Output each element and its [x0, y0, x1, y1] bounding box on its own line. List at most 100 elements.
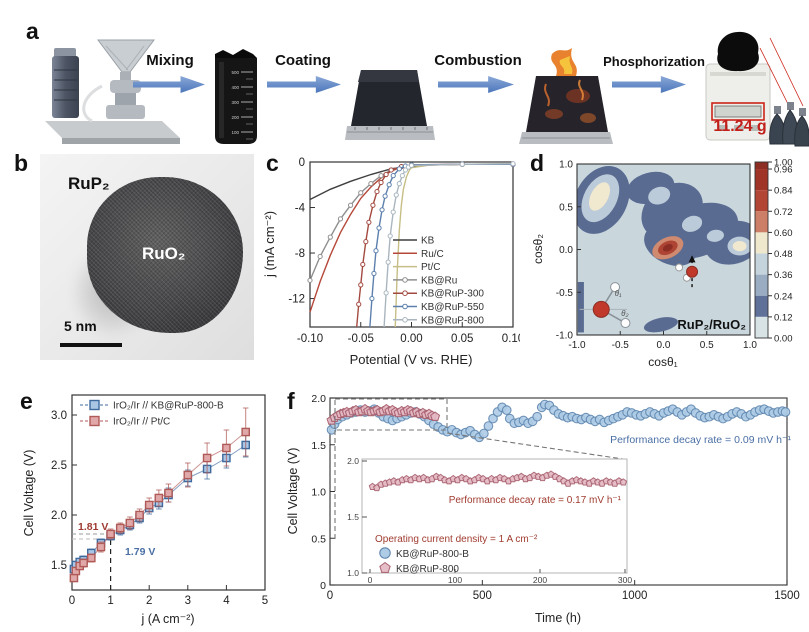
svg-text:KB@RuP-800: KB@RuP-800 [396, 564, 459, 575]
svg-text:KB@RuP-300: KB@RuP-300 [421, 289, 484, 300]
svg-text:0.10: 0.10 [502, 333, 520, 345]
svg-text:0.05: 0.05 [451, 333, 473, 345]
svg-text:Performance decay rate = 0.09: Performance decay rate = 0.09 mV h⁻¹ [610, 434, 791, 446]
svg-text:0: 0 [320, 580, 326, 592]
svg-text:Cell Voltage (V): Cell Voltage (V) [22, 450, 36, 537]
step-label-phosphorization: Phosphorization [603, 54, 705, 69]
tem-image: RuP₂ RuO₂ 5 nm [40, 154, 254, 360]
svg-text:0.48: 0.48 [774, 249, 793, 260]
svg-text:0.00: 0.00 [400, 333, 422, 345]
svg-text:300: 300 [618, 575, 632, 585]
svg-text:θ₁: θ₁ [615, 289, 622, 298]
arrow-right-icon [267, 76, 341, 93]
svg-text:1: 1 [107, 595, 113, 607]
svg-text:500: 500 [473, 590, 492, 602]
slurry-beaker-photo: 500 400 300 200 100 [215, 49, 257, 144]
balance-photo [705, 31, 809, 147]
arrow-right-icon [612, 76, 686, 93]
panel-d-label: d [530, 150, 545, 176]
svg-text:1.5: 1.5 [51, 560, 67, 572]
svg-text:100: 100 [231, 130, 239, 135]
svg-text:-1.0: -1.0 [556, 331, 574, 342]
svg-text:1.79 V: 1.79 V [125, 546, 155, 558]
svg-text:Potential (V vs. RHE): Potential (V vs. RHE) [350, 352, 473, 367]
panel-b-label: b [14, 150, 29, 176]
svg-text:500: 500 [231, 70, 239, 75]
svg-text:θ₂: θ₂ [621, 309, 628, 318]
svg-text:0.96: 0.96 [774, 165, 793, 176]
panel-e-label: e [20, 388, 33, 414]
ruo2-label: RuO₂ [142, 244, 186, 263]
step-label-combustion: Combustion [434, 52, 522, 69]
svg-text:200: 200 [533, 575, 547, 585]
coated-sheet-photo [345, 70, 435, 140]
svg-text:4: 4 [223, 595, 230, 607]
svg-text:1.0: 1.0 [559, 160, 573, 171]
rup2-label: RuP₂ [68, 174, 110, 193]
svg-text:0.00: 0.00 [774, 334, 793, 345]
panel-a-label: a [26, 18, 39, 44]
svg-text:-0.5: -0.5 [612, 340, 630, 351]
svg-text:300: 300 [231, 100, 239, 105]
svg-text:1500: 1500 [774, 590, 800, 602]
svg-text:100: 100 [448, 575, 462, 585]
svg-text:0.60: 0.60 [774, 228, 793, 239]
svg-text:0.84: 0.84 [774, 186, 793, 197]
panel-c-chart: -0.10 -0.05 0.00 0.05 0.10 0 -4 -8 -12 Potential … [262, 157, 520, 367]
svg-text:-8: -8 [295, 248, 305, 260]
svg-text:Cell Voltage (V): Cell Voltage (V) [286, 448, 300, 535]
svg-text:IrO₂/Ir // Pt/C: IrO₂/Ir // Pt/C [113, 417, 170, 428]
svg-text:0.0: 0.0 [559, 245, 573, 256]
svg-text:0.0: 0.0 [657, 340, 671, 351]
svg-text:1.81 V: 1.81 V [78, 521, 108, 533]
svg-text:0: 0 [368, 575, 373, 585]
svg-text:0.12: 0.12 [774, 312, 793, 323]
svg-text:cosθ₂: cosθ₂ [531, 234, 545, 264]
panel-e-chart: 0 1 2 3 4 5 1.5 2.0 2.5 3.0 j (A cm⁻²) Cell Voltage… [22, 394, 268, 626]
svg-text:Ru/C: Ru/C [421, 249, 444, 260]
svg-text:-0.05: -0.05 [348, 333, 374, 345]
svg-text:3.0: 3.0 [51, 410, 67, 422]
svg-text:5: 5 [262, 595, 268, 607]
svg-text:400: 400 [231, 85, 239, 90]
svg-text:2.0: 2.0 [51, 510, 67, 522]
svg-text:1.0: 1.0 [347, 568, 359, 578]
svg-text:0: 0 [69, 595, 75, 607]
svg-text:0.5: 0.5 [700, 340, 714, 351]
svg-text:-4: -4 [295, 203, 306, 215]
svg-text:0.24: 0.24 [774, 291, 793, 302]
svg-text:1000: 1000 [622, 590, 648, 602]
svg-text:KB@RuP-800-B: KB@RuP-800-B [396, 549, 469, 560]
scalebar-label: 5 nm [64, 318, 97, 334]
svg-text:2.0: 2.0 [311, 393, 326, 405]
svg-text:1.5: 1.5 [347, 512, 359, 522]
svg-text:2.0: 2.0 [347, 456, 359, 466]
svg-text:0.5: 0.5 [559, 202, 573, 213]
step-label-mixing: Mixing [146, 52, 194, 69]
svg-text:KB@Ru: KB@Ru [421, 275, 457, 286]
mass-value: 11.24 g [713, 118, 767, 135]
combustion-photo [519, 48, 613, 144]
svg-text:-0.5: -0.5 [556, 288, 574, 299]
tem-particle [87, 177, 243, 333]
svg-text:0.36: 0.36 [774, 270, 793, 281]
svg-text:1.0: 1.0 [743, 340, 757, 351]
svg-text:0: 0 [327, 590, 333, 602]
beaker-graduations: 500 400 300 200 100 [231, 70, 253, 140]
svg-text:-12: -12 [288, 294, 305, 306]
step-label-coating: Coating [275, 52, 331, 69]
svg-text:-1.0: -1.0 [568, 340, 586, 351]
svg-text:Performance decay rate = 0.17: Performance decay rate = 0.17 mV h⁻¹ [449, 495, 622, 506]
svg-text:Operating current density = 1: Operating current density = 1 A cm⁻² [375, 534, 538, 545]
svg-text:cosθ₁: cosθ₁ [648, 355, 677, 369]
svg-text:0.5: 0.5 [311, 533, 326, 545]
svg-text:Pt/C: Pt/C [421, 262, 440, 273]
svg-text:KB@RuP-800: KB@RuP-800 [421, 315, 484, 326]
svg-text:1.0: 1.0 [311, 487, 326, 499]
colloid-mill-photo [45, 39, 180, 144]
svg-text:200: 200 [231, 115, 239, 120]
svg-text:j (A cm⁻²): j (A cm⁻²) [140, 612, 194, 626]
svg-text:0: 0 [299, 157, 305, 169]
